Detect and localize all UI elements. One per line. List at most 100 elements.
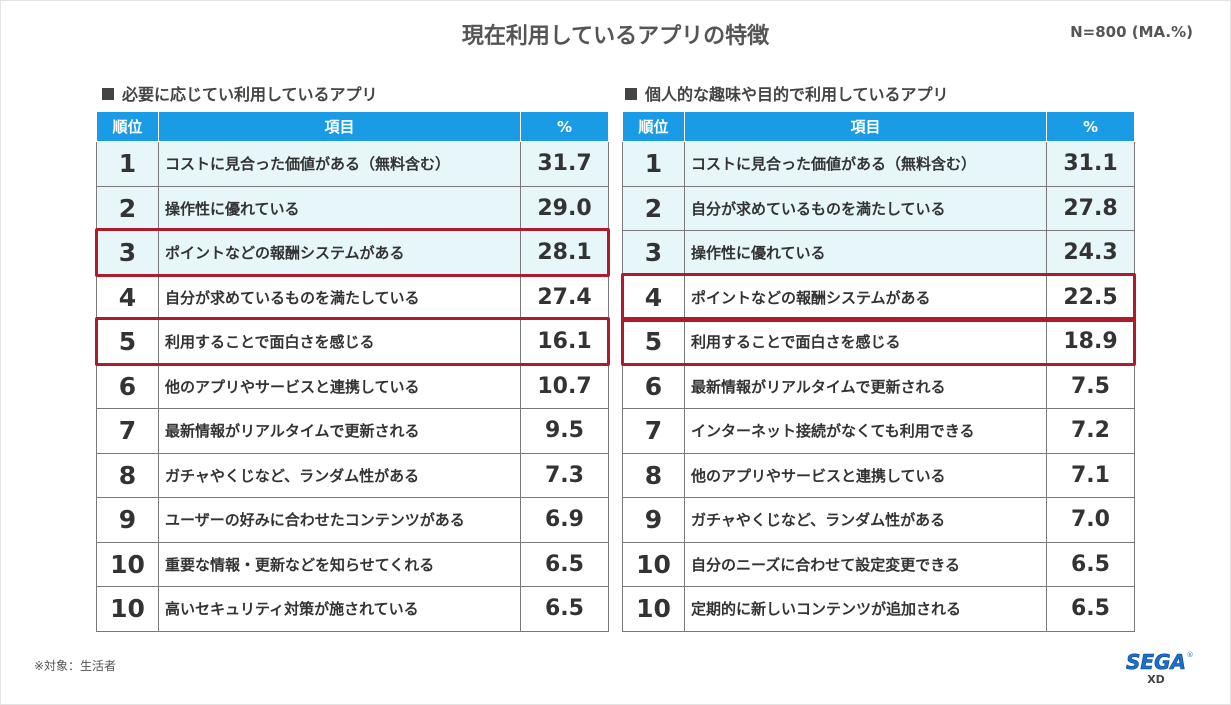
- table-row: 10 定期的に新しいコンテンツが追加される 6.5: [622, 586, 1135, 632]
- table-header-row: 順位 項目 %: [622, 111, 1135, 142]
- percent-cell: 7.3: [520, 452, 609, 498]
- item-cell: 最新情報がリアルタイムで更新される: [684, 363, 1047, 409]
- item-cell: ガチャやくじなど、ランダム性がある: [158, 452, 521, 498]
- percent-cell: 6.9: [520, 497, 609, 543]
- percent-cell: 29.0: [520, 185, 609, 231]
- rank-cell: 2: [622, 185, 685, 231]
- percent-cell: 7.5: [1046, 363, 1135, 409]
- table-row: 4 自分が求めているものを満たしている 27.4: [96, 274, 609, 320]
- footnote: ※対象：生活者: [34, 659, 117, 673]
- rank-cell: 4: [622, 274, 685, 320]
- percent-cell: 22.5: [1046, 274, 1135, 320]
- item-cell: 操作性に優れている: [684, 230, 1047, 276]
- table-row: 8 他のアプリやサービスと連携している 7.1: [622, 452, 1135, 498]
- highlight-box: [621, 273, 1136, 322]
- header-percent: %: [1046, 111, 1135, 142]
- rank-cell: 9: [622, 497, 685, 543]
- table-row: 1 コストに見合った価値がある（無料含む） 31.1: [622, 141, 1135, 187]
- header-item: 項目: [158, 111, 521, 142]
- item-cell: ガチャやくじなど、ランダム性がある: [684, 497, 1047, 543]
- page-title: 現在利用しているアプリの特徴: [461, 24, 770, 49]
- percent-cell: 10.7: [520, 363, 609, 409]
- percent-cell: 6.5: [520, 586, 609, 632]
- right-section-title: 個人的な趣味や目的で利用しているアプリ: [625, 81, 949, 105]
- percent-cell: 6.5: [520, 541, 609, 587]
- percent-cell: 6.5: [1046, 541, 1135, 587]
- rank-cell: 5: [96, 319, 159, 365]
- percent-cell: 16.1: [520, 319, 609, 365]
- table-row: 2 操作性に優れている 29.0: [96, 185, 609, 231]
- percent-cell: 6.5: [1046, 586, 1135, 632]
- percent-cell: 27.4: [520, 274, 609, 320]
- table-row: 9 ユーザーの好みに合わせたコンテンツがある 6.9: [96, 497, 609, 543]
- table-row: 5 利用することで面白さを感じる 18.9: [622, 319, 1135, 365]
- right-section-title-text: 個人的な趣味や目的で利用しているアプリ: [645, 85, 949, 104]
- item-cell: 定期的に新しいコンテンツが追加される: [684, 586, 1047, 632]
- table-row: 3 操作性に優れている 24.3: [622, 230, 1135, 276]
- rank-cell: 3: [622, 230, 685, 276]
- table-row: 7 最新情報がリアルタイムで更新される 9.5: [96, 408, 609, 454]
- rank-cell: 6: [622, 363, 685, 409]
- left-section-title: 必要に応じてい利用しているアプリ: [102, 81, 378, 105]
- item-cell: インターネット接続がなくても利用できる: [684, 408, 1047, 454]
- rank-cell: 8: [622, 452, 685, 498]
- table-row: 8 ガチャやくじなど、ランダム性がある 7.3: [96, 452, 609, 498]
- highlight-box: [621, 317, 1136, 366]
- item-cell: 他のアプリやサービスと連携している: [158, 363, 521, 409]
- table-row: 9 ガチャやくじなど、ランダム性がある 7.0: [622, 497, 1135, 543]
- highlight-box: [95, 317, 610, 366]
- rank-cell: 4: [96, 274, 159, 320]
- percent-cell: 18.9: [1046, 319, 1135, 365]
- rank-cell: 9: [96, 497, 159, 543]
- item-cell: 最新情報がリアルタイムで更新される: [158, 408, 521, 454]
- table-row: 2 自分が求めているものを満たしている 27.8: [622, 185, 1135, 231]
- item-cell: ユーザーの好みに合わせたコンテンツがある: [158, 497, 521, 543]
- item-cell: 自分が求めているものを満たしている: [158, 274, 521, 320]
- sample-size-label: N=800 (MA.%): [1070, 23, 1193, 41]
- left-section-title-text: 必要に応じてい利用しているアプリ: [122, 85, 378, 104]
- ranking-table-right: 順位 項目 % 1 コストに見合った価値がある（無料含む） 31.1 2 自分が求めてい…: [622, 111, 1135, 632]
- item-cell: 高いセキュリティ対策が施されている: [158, 586, 521, 632]
- logo-sub-text: XD: [1147, 673, 1165, 686]
- logo-brand-text: SEGA: [1126, 650, 1186, 674]
- rank-cell: 10: [96, 586, 159, 632]
- ranking-table-left: 順位 項目 % 1 コストに見合った価値がある（無料含む） 31.7 2 操作性に優れて…: [96, 111, 609, 632]
- rank-cell: 1: [622, 141, 685, 187]
- header-item: 項目: [684, 111, 1047, 142]
- item-cell: 利用することで面白さを感じる: [684, 319, 1047, 365]
- square-bullet-icon: [102, 88, 114, 100]
- rank-cell: 10: [96, 541, 159, 587]
- percent-cell: 31.7: [520, 141, 609, 187]
- rank-cell: 10: [622, 586, 685, 632]
- rank-cell: 5: [622, 319, 685, 365]
- percent-cell: 7.0: [1046, 497, 1135, 543]
- rank-cell: 7: [622, 408, 685, 454]
- header-rank: 順位: [96, 111, 159, 142]
- item-cell: コストに見合った価値がある（無料含む）: [684, 141, 1047, 187]
- highlight-box: [95, 228, 610, 277]
- table-row: 6 最新情報がリアルタイムで更新される 7.5: [622, 363, 1135, 409]
- percent-cell: 24.3: [1046, 230, 1135, 276]
- table-row: 6 他のアプリやサービスと連携している 10.7: [96, 363, 609, 409]
- table-header-row: 順位 項目 %: [96, 111, 609, 142]
- rank-cell: 8: [96, 452, 159, 498]
- rank-cell: 2: [96, 185, 159, 231]
- percent-cell: 27.8: [1046, 185, 1135, 231]
- percent-cell: 31.1: [1046, 141, 1135, 187]
- rank-cell: 10: [622, 541, 685, 587]
- percent-cell: 9.5: [520, 408, 609, 454]
- table-row: 1 コストに見合った価値がある（無料含む） 31.7: [96, 141, 609, 187]
- square-bullet-icon: [625, 88, 637, 100]
- item-cell: 操作性に優れている: [158, 185, 521, 231]
- table-body-left: 1 コストに見合った価値がある（無料含む） 31.7 2 操作性に優れている 29.0 3 ポ…: [96, 141, 609, 632]
- header-rank: 順位: [622, 111, 685, 142]
- rank-cell: 7: [96, 408, 159, 454]
- percent-cell: 7.2: [1046, 408, 1135, 454]
- table-row: 10 自分のニーズに合わせて設定変更できる 6.5: [622, 541, 1135, 587]
- item-cell: コストに見合った価値がある（無料含む）: [158, 141, 521, 187]
- percent-cell: 7.1: [1046, 452, 1135, 498]
- table-body-right: 1 コストに見合った価値がある（無料含む） 31.1 2 自分が求めているものを満たして…: [622, 141, 1135, 632]
- item-cell: 自分のニーズに合わせて設定変更できる: [684, 541, 1047, 587]
- item-cell: 重要な情報・更新などを知らせてくれる: [158, 541, 521, 587]
- item-cell: 他のアプリやサービスと連携している: [684, 452, 1047, 498]
